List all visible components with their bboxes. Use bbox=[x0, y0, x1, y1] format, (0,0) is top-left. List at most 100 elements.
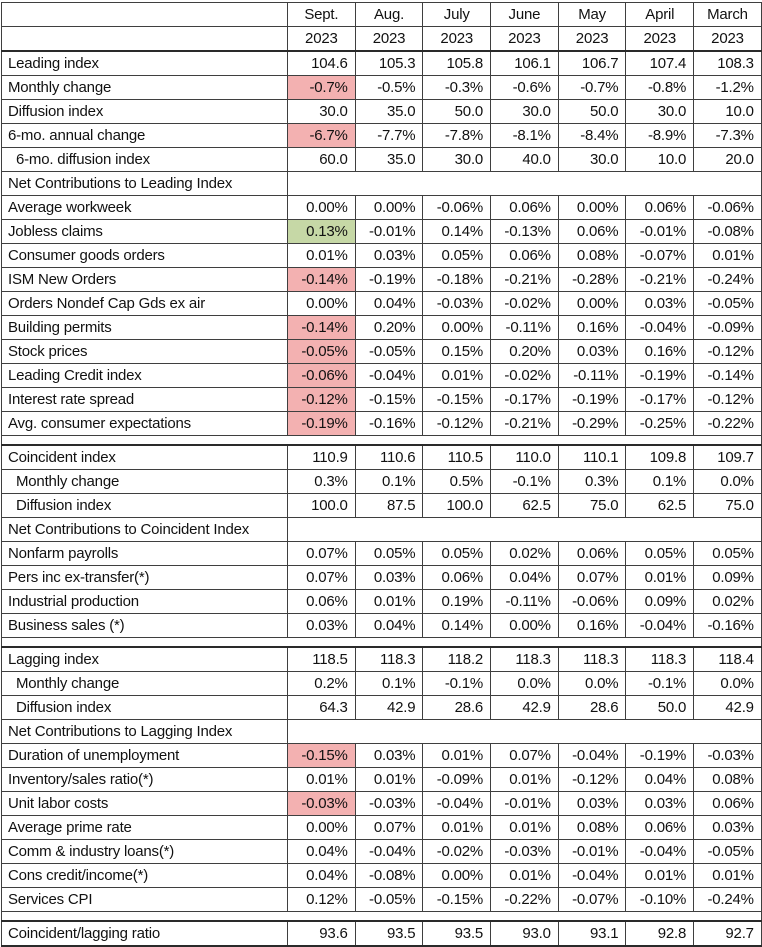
value-cell: -0.19% bbox=[625, 363, 695, 388]
table-row: Business sales (*) 0.03% 0.04% 0.14% 0.00% 0.… bbox=[1, 613, 762, 638]
value-cell: 93.6 bbox=[287, 920, 356, 947]
value-cell: 118.5 bbox=[287, 646, 356, 672]
value-cell: -0.15% bbox=[287, 743, 356, 768]
row-label: Diffusion index bbox=[1, 99, 288, 124]
value-cell: -0.14% bbox=[287, 267, 356, 292]
value-cell: -0.16% bbox=[693, 613, 762, 638]
table-row: Monthly change -0.7% -0.5% -0.3% -0.6% -0.7% -… bbox=[1, 75, 762, 100]
value-cell: -0.25% bbox=[625, 411, 695, 436]
value-cell: 50.0 bbox=[422, 99, 492, 124]
value-cell: 0.20% bbox=[490, 339, 559, 364]
value-cell: 0.01% bbox=[422, 743, 492, 768]
value-cell: 62.5 bbox=[490, 493, 559, 518]
value-cell: 28.6 bbox=[557, 695, 627, 720]
value-cell: -0.07% bbox=[625, 243, 695, 268]
value-cell: -0.09% bbox=[422, 767, 492, 792]
value-cell: -6.7% bbox=[287, 123, 356, 148]
value-cell: -0.6% bbox=[490, 75, 559, 100]
table-row: 6-mo. diffusion index 60.0 35.0 30.0 40.0 30.… bbox=[1, 147, 762, 172]
value-cell: 108.3 bbox=[693, 50, 762, 76]
value-cell: 0.05% bbox=[354, 541, 424, 566]
value-cell: 75.0 bbox=[557, 493, 627, 518]
value-cell: -0.03% bbox=[422, 291, 492, 316]
row-label: Jobless claims bbox=[1, 219, 288, 244]
value-cell: 0.03% bbox=[625, 291, 695, 316]
section-blank-cell bbox=[287, 517, 762, 542]
spacer-cell bbox=[1, 637, 762, 648]
value-cell: 0.12% bbox=[287, 887, 356, 912]
row-label: Monthly change bbox=[1, 469, 288, 494]
value-cell: -0.04% bbox=[422, 791, 492, 816]
value-cell: 0.01% bbox=[354, 767, 424, 792]
column-header-year: 2023 bbox=[693, 26, 762, 52]
value-cell: 30.0 bbox=[422, 147, 492, 172]
value-cell: -0.06% bbox=[422, 195, 492, 220]
value-cell: 0.3% bbox=[557, 469, 627, 494]
value-cell: -1.2% bbox=[693, 75, 762, 100]
value-cell: 0.06% bbox=[557, 541, 627, 566]
row-label: Diffusion index bbox=[1, 695, 288, 720]
value-cell: -0.05% bbox=[693, 839, 762, 864]
value-cell: -0.02% bbox=[490, 291, 559, 316]
table-row: Building permits -0.14% 0.20% 0.00% -0.11% 0.… bbox=[1, 315, 762, 340]
value-cell: 105.3 bbox=[354, 50, 424, 76]
value-cell: 0.0% bbox=[693, 671, 762, 696]
value-cell: 0.00% bbox=[354, 195, 424, 220]
value-cell: -0.06% bbox=[693, 195, 762, 220]
value-cell: -0.03% bbox=[287, 791, 356, 816]
value-cell: -8.1% bbox=[490, 123, 559, 148]
value-cell: -0.15% bbox=[422, 387, 492, 412]
value-cell: -0.7% bbox=[287, 75, 356, 100]
row-label: Industrial production bbox=[1, 589, 288, 614]
value-cell: -0.01% bbox=[354, 219, 424, 244]
value-cell: 109.7 bbox=[693, 444, 762, 470]
value-cell: -0.8% bbox=[625, 75, 695, 100]
row-label: Leading index bbox=[1, 50, 288, 76]
value-cell: 0.03% bbox=[354, 243, 424, 268]
value-cell: 0.00% bbox=[422, 315, 492, 340]
column-header-month: Aug. bbox=[354, 2, 424, 27]
value-cell: 0.01% bbox=[422, 363, 492, 388]
value-cell: 0.05% bbox=[693, 541, 762, 566]
value-cell: -0.03% bbox=[693, 743, 762, 768]
header-month-row: Sept. Aug. July June May April March bbox=[1, 2, 762, 27]
value-cell: 0.01% bbox=[490, 767, 559, 792]
value-cell: -0.21% bbox=[625, 267, 695, 292]
table-row: Coincident index 110.9 110.6 110.5 110.0 110.… bbox=[1, 444, 762, 470]
value-cell: 0.00% bbox=[490, 613, 559, 638]
value-cell: -0.04% bbox=[354, 839, 424, 864]
row-label: Stock prices bbox=[1, 339, 288, 364]
row-label: Average workweek bbox=[1, 195, 288, 220]
value-cell: 0.03% bbox=[287, 613, 356, 638]
value-cell: 35.0 bbox=[354, 147, 424, 172]
value-cell: 0.00% bbox=[422, 863, 492, 888]
column-header-month: April bbox=[625, 2, 695, 27]
value-cell: -0.18% bbox=[422, 267, 492, 292]
table-row: Diffusion index 100.0 87.5 100.0 62.5 75.0 62.… bbox=[1, 493, 762, 518]
value-cell: 110.5 bbox=[422, 444, 492, 470]
value-cell: 0.06% bbox=[625, 195, 695, 220]
value-cell: -0.16% bbox=[354, 411, 424, 436]
value-cell: -0.08% bbox=[693, 219, 762, 244]
table-row: Comm & industry loans(*) 0.04% -0.04% -0.02… bbox=[1, 839, 762, 864]
row-label: Monthly change bbox=[1, 671, 288, 696]
table-row: Leading index 104.6 105.3 105.8 106.1 106.7 10… bbox=[1, 50, 762, 76]
value-cell: -0.06% bbox=[287, 363, 356, 388]
table-row: Duration of unemployment -0.15% 0.03% 0.01%… bbox=[1, 743, 762, 768]
value-cell: -0.11% bbox=[490, 315, 559, 340]
value-cell: 0.01% bbox=[354, 589, 424, 614]
value-cell: 30.0 bbox=[557, 147, 627, 172]
row-label: Coincident/lagging ratio bbox=[1, 920, 288, 947]
value-cell: -0.5% bbox=[354, 75, 424, 100]
row-label: Interest rate spread bbox=[1, 387, 288, 412]
value-cell: -0.11% bbox=[490, 589, 559, 614]
value-cell: 0.00% bbox=[557, 291, 627, 316]
value-cell: -0.7% bbox=[557, 75, 627, 100]
value-cell: -0.02% bbox=[490, 363, 559, 388]
table-row: Industrial production 0.06% 0.01% 0.19% -0.1… bbox=[1, 589, 762, 614]
value-cell: 0.03% bbox=[557, 339, 627, 364]
value-cell: 0.20% bbox=[354, 315, 424, 340]
column-header-year: 2023 bbox=[625, 26, 695, 52]
value-cell: 60.0 bbox=[287, 147, 356, 172]
